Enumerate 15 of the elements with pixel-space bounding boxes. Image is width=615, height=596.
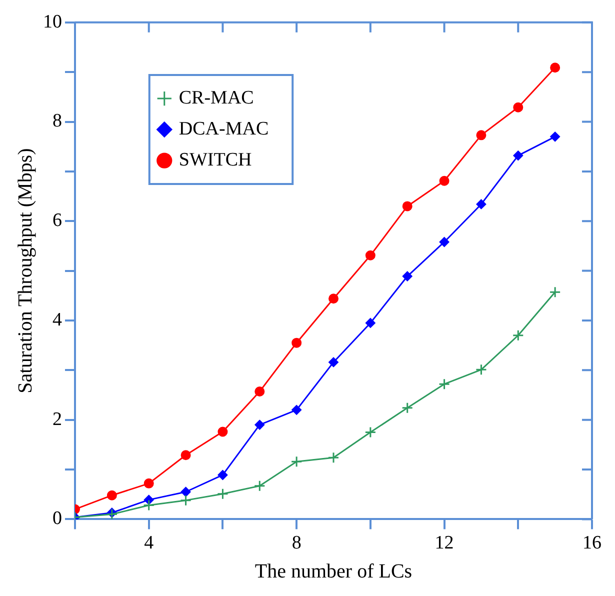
legend-label: SWITCH (178, 150, 252, 171)
y-tick-label: 8 (52, 110, 62, 132)
y-tick-label: 0 (52, 508, 62, 530)
y-axis-title: Saturation Throughput (Mbps) (14, 148, 36, 394)
x-tick-label: 4 (144, 532, 154, 554)
y-tick-label: 2 (52, 408, 62, 430)
y-tick-label: 4 (52, 309, 62, 330)
legend-label: CR-MAC (178, 88, 254, 109)
x-tick-label: 8 (292, 532, 302, 554)
y-tick-label: 6 (52, 210, 62, 232)
x-tick-label: 12 (434, 532, 454, 554)
x-tick-label: 16 (582, 532, 602, 554)
y-tick-label: 10 (43, 11, 62, 32)
x-axis-title: The number of LCs (254, 560, 412, 582)
legend-label: DCA-MAC (178, 118, 269, 140)
